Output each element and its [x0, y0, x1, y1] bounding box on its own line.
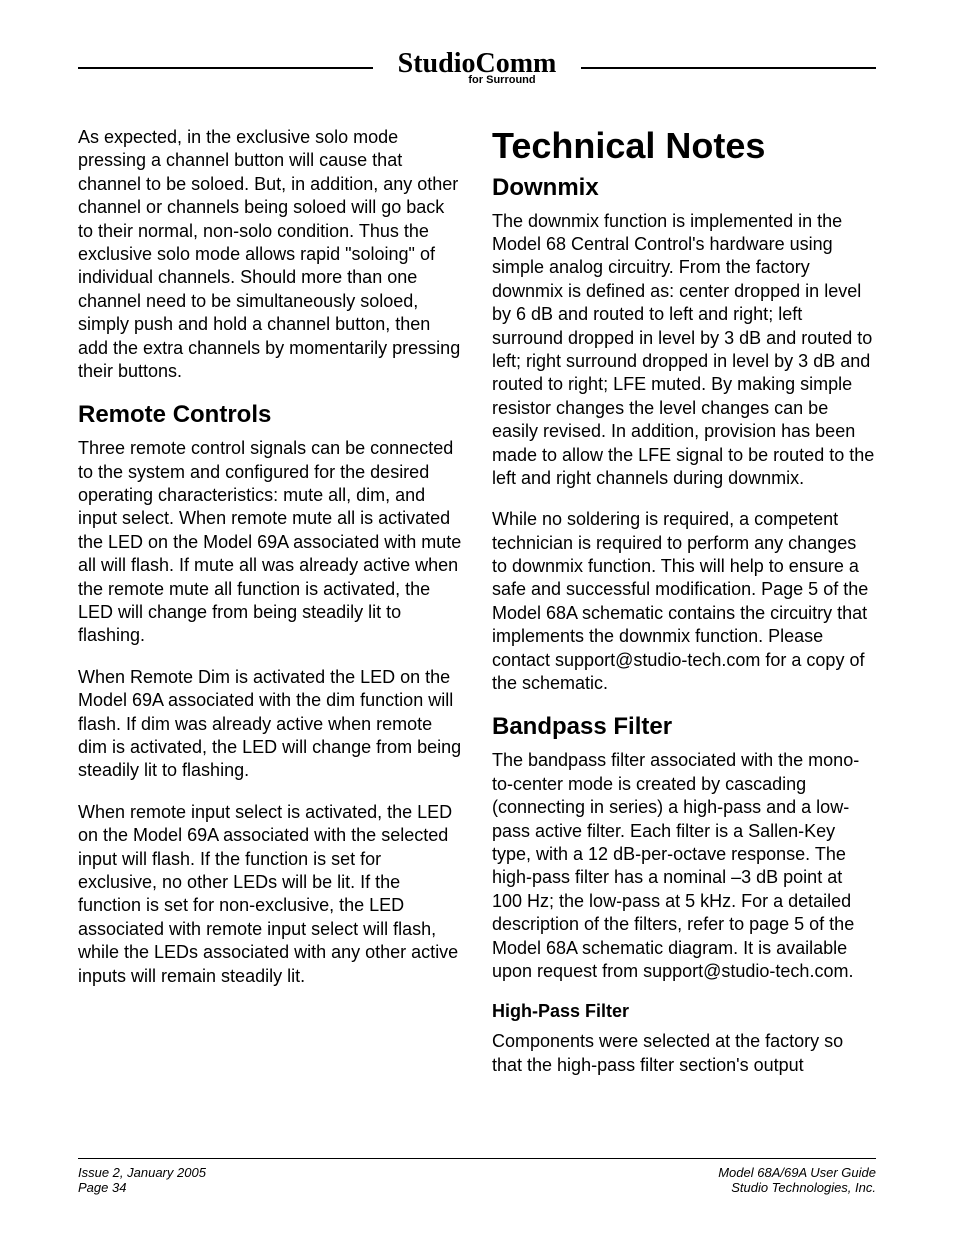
footer-rule: [78, 1158, 876, 1159]
footer-issue: Issue 2, January 2005: [78, 1165, 206, 1180]
header-rule-left: [78, 67, 373, 69]
bandpass-filter-heading: Bandpass Filter: [492, 713, 876, 741]
footer-company: Studio Technologies, Inc.: [718, 1180, 876, 1195]
footer-left: Issue 2, January 2005 Page 34: [78, 1165, 206, 1195]
bandpass-paragraph-1: The bandpass filter associated with the …: [492, 749, 876, 983]
intro-paragraph: As expected, in the exclusive solo mode …: [78, 126, 462, 383]
logo: StudioComm for Surround: [388, 50, 567, 86]
footer-content: Issue 2, January 2005 Page 34 Model 68A/…: [78, 1165, 876, 1195]
header-rule-right: [581, 67, 876, 69]
downmix-paragraph-2: While no soldering is required, a compet…: [492, 508, 876, 695]
content-area: As expected, in the exclusive solo mode …: [78, 126, 876, 1095]
highpass-filter-heading: High-Pass Filter: [492, 1001, 876, 1022]
downmix-paragraph-1: The downmix function is implemented in t…: [492, 210, 876, 491]
footer-guide: Model 68A/69A User Guide: [718, 1165, 876, 1180]
remote-paragraph-1: Three remote control signals can be conn…: [78, 437, 462, 648]
page-footer: Issue 2, January 2005 Page 34 Model 68A/…: [78, 1158, 876, 1195]
remote-paragraph-2: When Remote Dim is activated the LED on …: [78, 666, 462, 783]
downmix-heading: Downmix: [492, 174, 876, 202]
footer-right: Model 68A/69A User Guide Studio Technolo…: [718, 1165, 876, 1195]
footer-page: Page 34: [78, 1180, 206, 1195]
technical-notes-heading: Technical Notes: [492, 126, 876, 166]
page-header: StudioComm for Surround: [78, 50, 876, 86]
right-column: Technical Notes Downmix The downmix func…: [492, 126, 876, 1095]
highpass-paragraph-1: Components were selected at the factory …: [492, 1030, 876, 1077]
remote-controls-heading: Remote Controls: [78, 401, 462, 429]
remote-paragraph-3: When remote input select is activated, t…: [78, 801, 462, 988]
left-column: As expected, in the exclusive solo mode …: [78, 126, 462, 1095]
